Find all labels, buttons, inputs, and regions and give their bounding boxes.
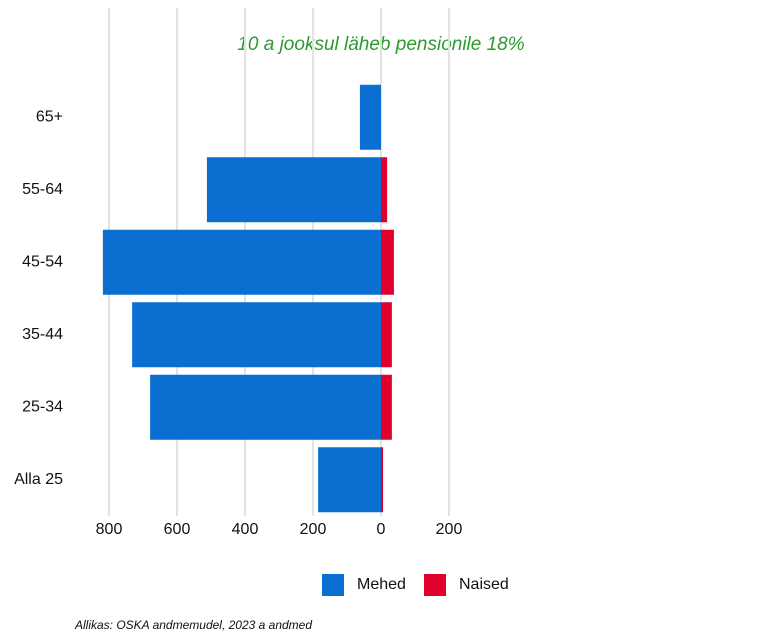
bar — [102, 229, 381, 295]
legend-label: Mehed — [357, 576, 406, 593]
bar — [381, 229, 394, 295]
bar — [381, 447, 384, 513]
y-tick-label: 35-44 — [22, 326, 63, 343]
y-tick-label: 45-54 — [22, 253, 63, 270]
x-tick-label: 800 — [96, 521, 123, 538]
x-tick-label: 200 — [436, 521, 463, 538]
source-note: Allikas: OSKA andmemudel, 2023 a andmed — [74, 618, 312, 632]
y-tick-label: 25-34 — [22, 398, 63, 415]
y-tick-label: 65+ — [36, 108, 63, 125]
bar — [359, 84, 381, 150]
y-tick-label: 55-64 — [22, 181, 63, 198]
bar — [150, 374, 381, 440]
x-tick-label: 400 — [232, 521, 259, 538]
x-tick-label: 600 — [164, 521, 191, 538]
legend-label: Naised — [459, 576, 509, 593]
bar — [132, 302, 381, 368]
x-tick-label: 200 — [300, 521, 327, 538]
bar — [381, 374, 392, 440]
bar — [318, 447, 381, 513]
legend-swatch — [322, 574, 344, 596]
x-tick-label: 0 — [377, 521, 386, 538]
bar — [381, 302, 392, 368]
y-tick-label: Alla 25 — [14, 471, 63, 488]
bar — [206, 157, 381, 223]
legend-swatch — [424, 574, 446, 596]
bar — [381, 157, 388, 223]
